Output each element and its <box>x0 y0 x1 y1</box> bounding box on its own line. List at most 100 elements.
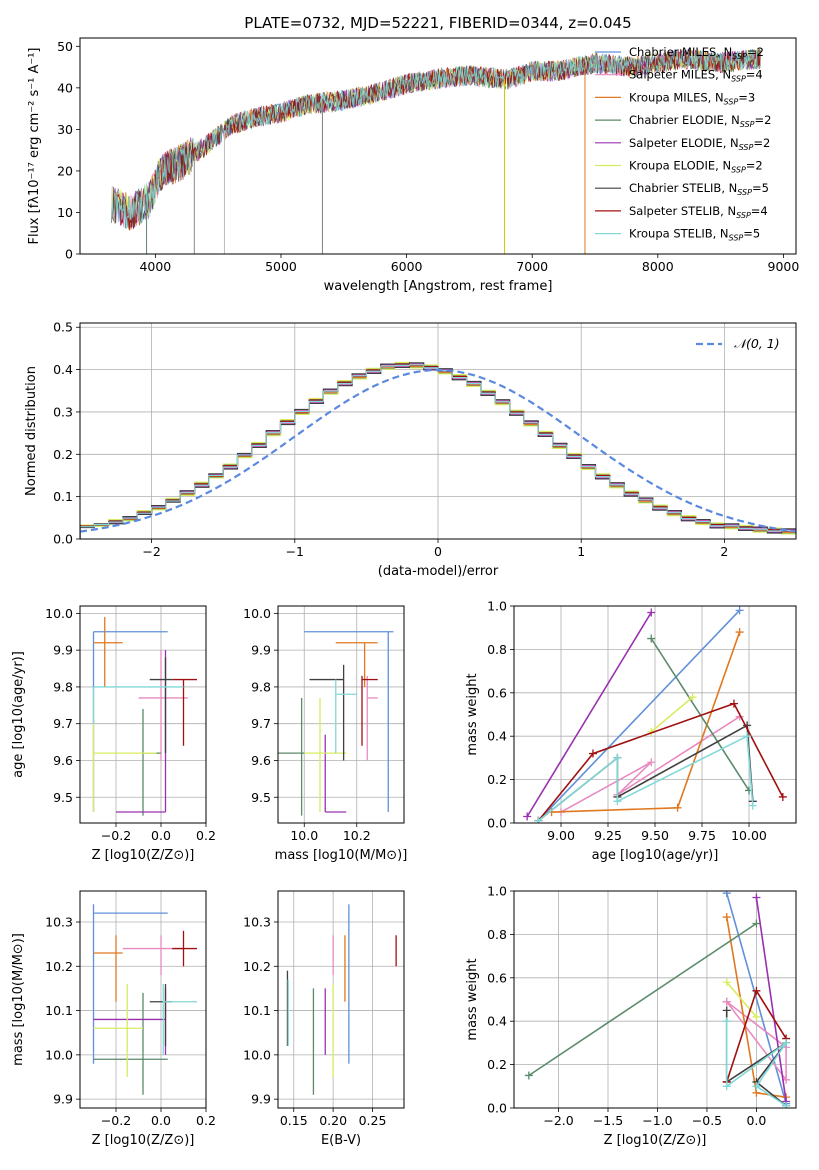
x-tick-label: 4000 <box>139 259 171 274</box>
data-point <box>534 816 543 823</box>
x-tick-label: −1.0 <box>642 1113 672 1128</box>
data-point <box>752 986 761 995</box>
plot-area <box>80 361 796 539</box>
y-tick-label: 0.2 <box>53 447 73 462</box>
spectrum-line <box>111 48 761 229</box>
y-axis-label: Flux [fλ10⁻¹⁷ erg cm⁻² s⁻¹ A⁻¹] <box>27 48 42 245</box>
x-tick-label: −0.2 <box>101 828 131 843</box>
y-tick-label: 0.8 <box>487 927 507 942</box>
y-tick-label: 20 <box>57 163 73 178</box>
y-tick-label: 10.2 <box>243 959 271 974</box>
x-tick-label: 9000 <box>768 259 800 274</box>
x-tick-label: 0 <box>434 544 442 559</box>
ebv-mass-panel: 0.15 0.20 0.25 9.9 10.0 10.1 10.2 10.3 E(B-V) <box>243 890 405 1148</box>
y-axis-label: age [log10(age/yr)] <box>11 651 26 778</box>
y-tick-label: 10.3 <box>45 915 73 930</box>
x-tick-label: −1 <box>286 544 304 559</box>
data-point <box>722 891 731 898</box>
x-tick-label: 2 <box>720 544 728 559</box>
legend-label: Chabrier MILES, NSSP=2 <box>629 45 764 61</box>
y-tick-label: 0.0 <box>53 532 73 547</box>
data-point <box>752 1012 761 1021</box>
data-point <box>722 1082 731 1091</box>
y-tick-label: 30 <box>57 122 73 137</box>
data-point <box>752 1082 761 1091</box>
y-tick-label: 10.0 <box>45 606 73 621</box>
metallicity-mass-panel: −0.2 0.0 0.2 9.9 10.0 10.1 10.2 10.3 Z [log10(Z/… <box>11 890 216 1148</box>
weight-line <box>526 612 652 817</box>
y-tick-label: 9.9 <box>251 1092 271 1107</box>
y-tick-label: 10.0 <box>243 1047 271 1062</box>
data-point <box>613 753 622 762</box>
data-point <box>752 893 761 902</box>
x-axis-label: Z [log10(Z/Z⊙)] <box>604 1133 707 1148</box>
y-tick-label: 9.9 <box>53 1092 73 1107</box>
legend-label: Salpeter MILES, NSSP=4 <box>629 68 763 84</box>
weight-line <box>755 897 787 1102</box>
axes-frame <box>79 605 207 824</box>
weight-line <box>726 981 758 1018</box>
legend-label: Chabrier ELODIE, NSSP=2 <box>629 113 771 129</box>
data-point <box>688 693 697 702</box>
y-tick-label: 0.0 <box>487 816 507 831</box>
y-tick-label: 1.0 <box>487 599 507 614</box>
y-tick-label: 0.4 <box>487 1014 507 1029</box>
x-tick-label: 9.50 <box>641 828 669 843</box>
data-point <box>613 797 622 806</box>
plot-area <box>92 617 197 816</box>
data-point <box>524 1071 533 1080</box>
y-tick-label: 0.6 <box>487 685 507 700</box>
x-axis-label: E(B-V) <box>321 1133 361 1148</box>
y-tick-label: 0.6 <box>487 970 507 985</box>
data-point <box>647 634 656 643</box>
y-tick-label: 10 <box>57 205 73 220</box>
data-point <box>729 699 738 708</box>
weight-line <box>560 716 741 813</box>
data-point <box>647 608 656 617</box>
y-tick-label: 0.1 <box>53 489 73 504</box>
residual-histogram-panel: −2 −1 0 1 2 0.0 0.1 0.2 0.3 0.4 0.5 (data-model)/er… <box>24 320 797 579</box>
histogram-step <box>80 364 796 539</box>
figure-title: PLATE=0732, MJD=52221, FIBERID=0344, z=0… <box>244 14 631 32</box>
y-tick-label: 0.2 <box>487 772 507 787</box>
data-point <box>748 801 757 810</box>
axes-frame <box>277 890 405 1109</box>
plot-area <box>111 48 761 254</box>
y-axis-label: mass [log10(M/M⊙)] <box>11 933 26 1066</box>
weight-line <box>537 609 741 822</box>
y-tick-label: 0.2 <box>487 1057 507 1072</box>
y-tick-label: 0.4 <box>53 362 73 377</box>
x-axis-label: Z [log10(Z/Z⊙)] <box>92 848 195 863</box>
weight-line <box>650 638 750 791</box>
plot-area <box>523 606 787 823</box>
x-tick-label: −0.2 <box>101 1113 131 1128</box>
plot-area <box>92 904 197 1095</box>
data-point <box>778 792 787 801</box>
y-tick-label: 10.2 <box>45 959 73 974</box>
x-tick-label: 0.20 <box>319 1113 347 1128</box>
y-tick-label: 10.1 <box>45 1003 73 1018</box>
data-point <box>782 1038 791 1047</box>
x-tick-label: 10.2 <box>343 828 371 843</box>
x-tick-label: 10.00 <box>731 828 767 843</box>
y-tick-label: 0.3 <box>53 404 73 419</box>
x-tick-label: 9.25 <box>594 828 622 843</box>
legend-label: Kroupa STELIB, NSSP=5 <box>629 227 760 243</box>
data-point <box>523 812 532 821</box>
y-axis-label: mass weight <box>465 673 480 755</box>
y-tick-label: 10.3 <box>243 915 271 930</box>
weight-line <box>725 892 787 1104</box>
x-axis-label: age [log10(age/yr)] <box>592 848 719 863</box>
x-tick-label: −0.5 <box>692 1113 722 1128</box>
legend-label: Kroupa MILES, NSSP=3 <box>629 90 755 106</box>
y-tick-label: 0.8 <box>487 642 507 657</box>
data-point <box>735 606 744 615</box>
x-tick-label: 5000 <box>265 259 297 274</box>
data-point <box>722 978 731 987</box>
metallicity-weight-panel: −2.0 −1.5 −1.0 −0.5 0.0 0.0 0.2 0.4 0.6 0.8 1.0 Z [… <box>465 884 797 1148</box>
data-point <box>743 732 752 741</box>
y-tick-label: 9.9 <box>53 643 73 658</box>
plot-area <box>278 631 394 816</box>
y-tick-label: 9.9 <box>251 643 271 658</box>
